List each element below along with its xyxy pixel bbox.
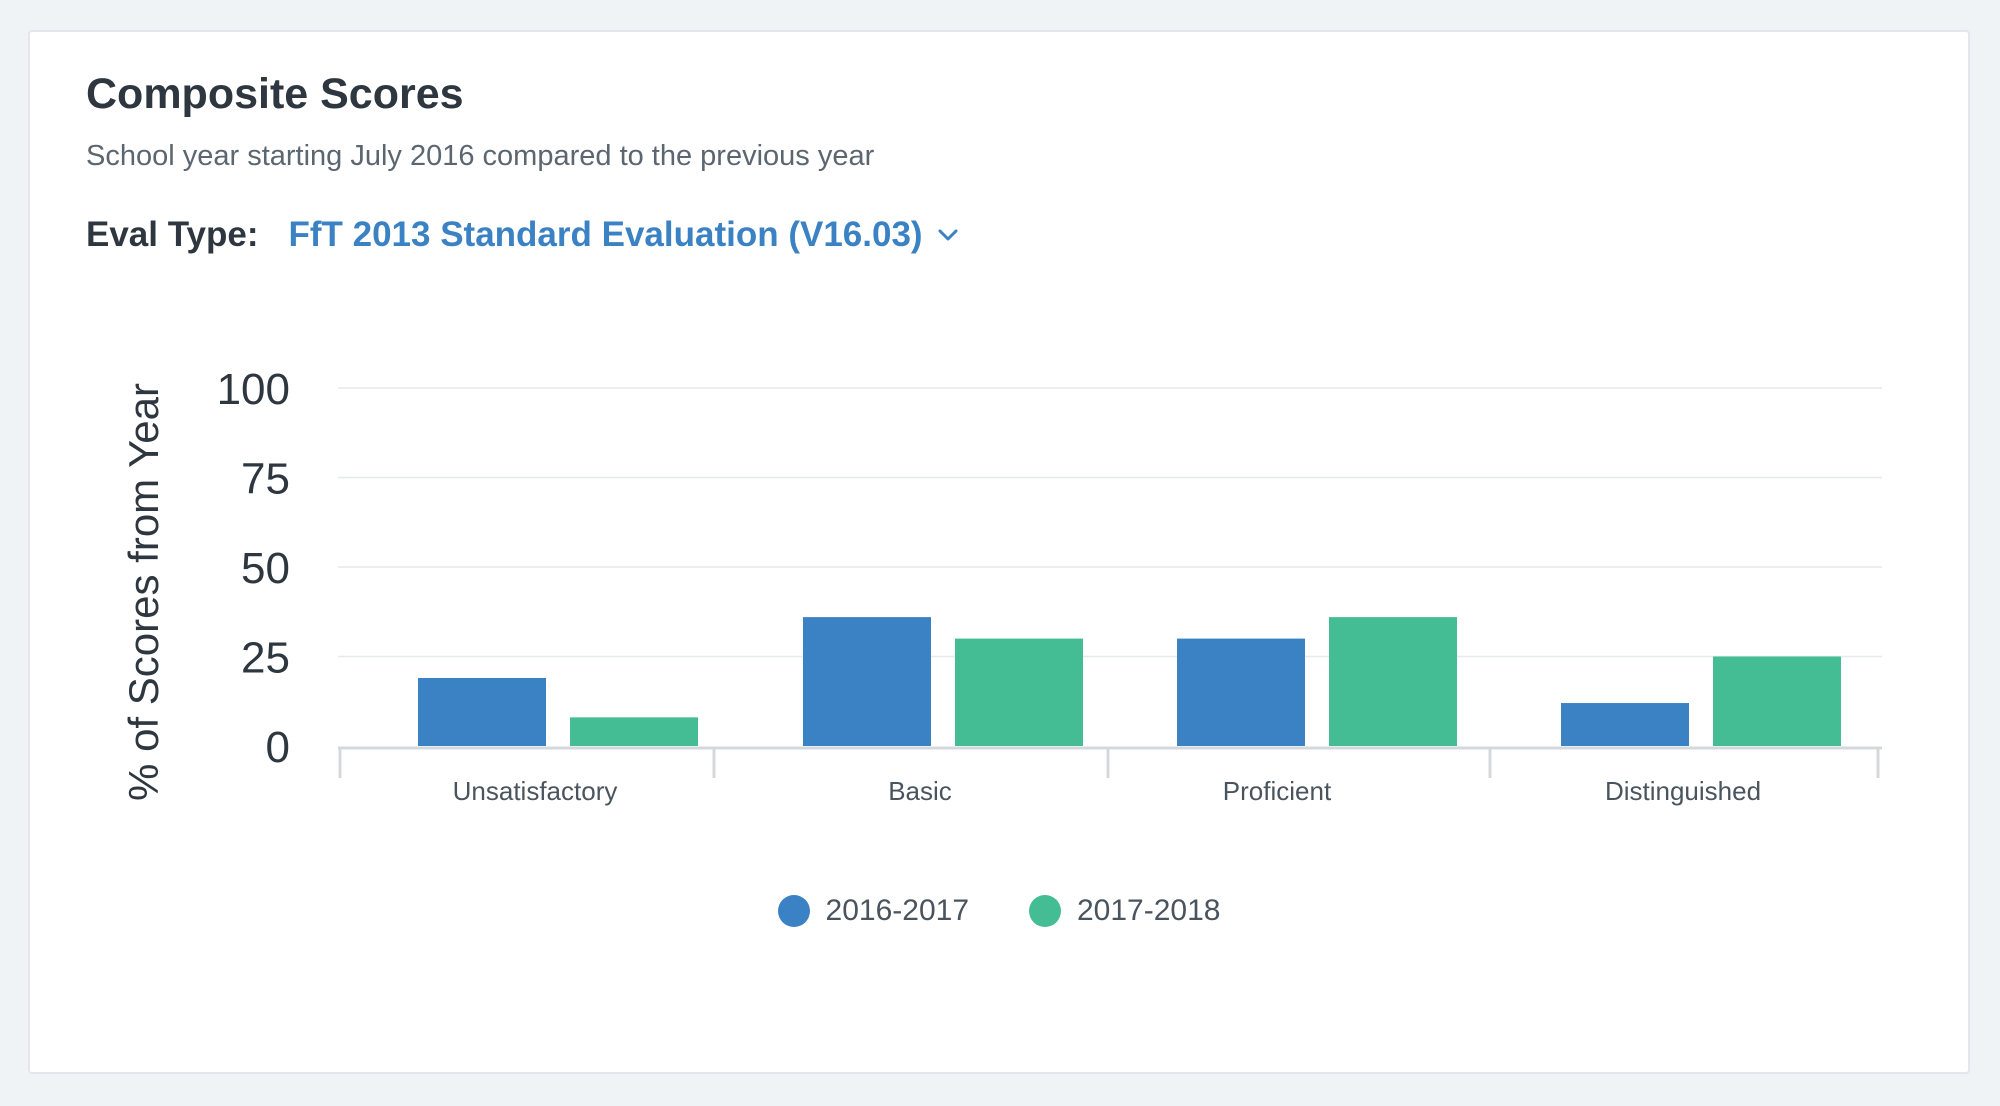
- bar-2016-2017-proficient: [1177, 638, 1305, 746]
- bar-2017-2018-basic: [955, 638, 1083, 746]
- bar-2016-2017-unsatisfactory: [418, 677, 546, 746]
- legend-dot-icon: [1029, 895, 1061, 927]
- card-subtitle: School year starting July 2016 compared …: [86, 140, 875, 172]
- chart-legend: 2016-2017 2017-2018: [30, 894, 1968, 928]
- y-axis-label: % of Scores from Year: [120, 383, 167, 801]
- chevron-down-icon: [938, 229, 958, 241]
- y-tick-label: 100: [217, 365, 290, 414]
- legend-dot-icon: [777, 895, 810, 927]
- eval-type-row: Eval Type: FfT 2013 Standard Evaluation …: [86, 210, 959, 260]
- legend-item-2016-2017[interactable]: 2016-2017: [777, 894, 969, 928]
- bar-chart: 0 25 50 75 100 % of Scores from Year Unsatisfa…: [120, 365, 1882, 806]
- y-tick-label: 25: [241, 634, 290, 683]
- x-tick-label: Distinguished: [1605, 776, 1761, 806]
- y-tick-label: 50: [241, 544, 290, 593]
- x-tick-label: Unsatisfactory: [453, 776, 618, 806]
- bar-2017-2018-distinguished: [1713, 656, 1841, 746]
- y-tick-label: 75: [241, 455, 290, 504]
- bar-2016-2017-distinguished: [1561, 703, 1689, 746]
- legend-label: 2016-2017: [825, 894, 969, 927]
- card-title: Composite Scores: [86, 70, 464, 118]
- bar-2017-2018-unsatisfactory: [570, 717, 698, 746]
- eval-type-dropdown[interactable]: FfT 2013 Standard Evaluation (V16.03): [288, 215, 958, 255]
- legend-item-2017-2018[interactable]: 2017-2018: [1029, 894, 1220, 928]
- y-tick-label: 0: [266, 723, 290, 772]
- bar-2017-2018-proficient: [1329, 617, 1457, 746]
- bar-2016-2017-basic: [803, 617, 931, 746]
- x-tick-label: Proficient: [1223, 776, 1332, 806]
- eval-type-value: FfT 2013 Standard Evaluation (V16.03): [288, 215, 923, 254]
- eval-type-label: Eval Type:: [86, 215, 259, 254]
- legend-label: 2017-2018: [1077, 894, 1221, 927]
- composite-scores-card: Composite Scores School year starting Ju…: [28, 30, 1970, 1074]
- x-tick-label: Basic: [888, 776, 952, 806]
